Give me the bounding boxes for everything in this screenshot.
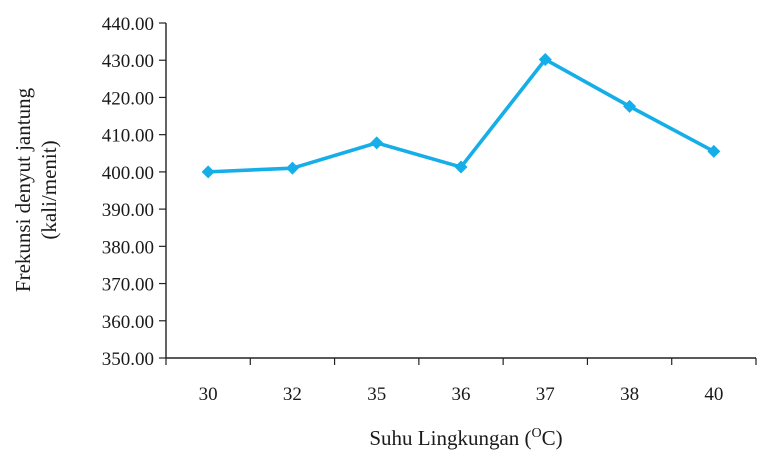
data-point-marker [707, 144, 721, 158]
x-tick-label: 30 [199, 384, 218, 405]
data-point-marker [285, 161, 299, 175]
data-point-marker [370, 136, 384, 150]
x-axis-ticks: 30 32 35 36 37 38 40 [165, 358, 757, 405]
data-point-marker [454, 160, 468, 174]
series-line [208, 57, 715, 174]
x-tick-label: 32 [283, 384, 302, 405]
data-point-marker [623, 99, 637, 113]
x-axis-title-suffix: C) [542, 426, 563, 450]
x-axis-title: Suhu Lingkungan (OC) [369, 426, 562, 450]
y-tick-label: 400.00 [102, 163, 154, 184]
x-axis-title-text: Suhu Lingkungan ( [369, 426, 531, 450]
y-tick-label: 380.00 [102, 237, 154, 258]
y-tick-label: 360.00 [102, 312, 154, 333]
data-point-marker [538, 52, 552, 66]
x-tick-label: 40 [704, 384, 723, 405]
y-tick-label: 390.00 [102, 200, 154, 221]
x-tick-label: 35 [367, 384, 386, 405]
y-tick-label: 430.00 [102, 51, 154, 72]
series-group [201, 52, 721, 179]
y-axis-ticks: 350.00 360.00 370.00 380.00 390.00 400.00 410.… [102, 14, 166, 370]
x-tick-label: 38 [620, 384, 639, 405]
x-tick-label: 36 [452, 384, 471, 405]
y-tick-label: 440.00 [102, 14, 154, 35]
y-axis-title: Frekunsi denyut jantung (kali/menit) [11, 87, 61, 292]
data-point-marker [201, 165, 215, 179]
y-tick-label: 350.00 [102, 349, 154, 370]
y-tick-label: 420.00 [102, 88, 154, 109]
y-tick-label: 410.00 [102, 126, 154, 147]
y-axis-title-line-1: Frekunsi denyut jantung [11, 87, 35, 292]
x-tick-label: 37 [536, 384, 555, 405]
x-axis-title-superscript: O [532, 426, 542, 441]
y-axis-title-line-2: (kali/menit) [37, 140, 61, 239]
y-tick-label: 370.00 [102, 275, 154, 296]
